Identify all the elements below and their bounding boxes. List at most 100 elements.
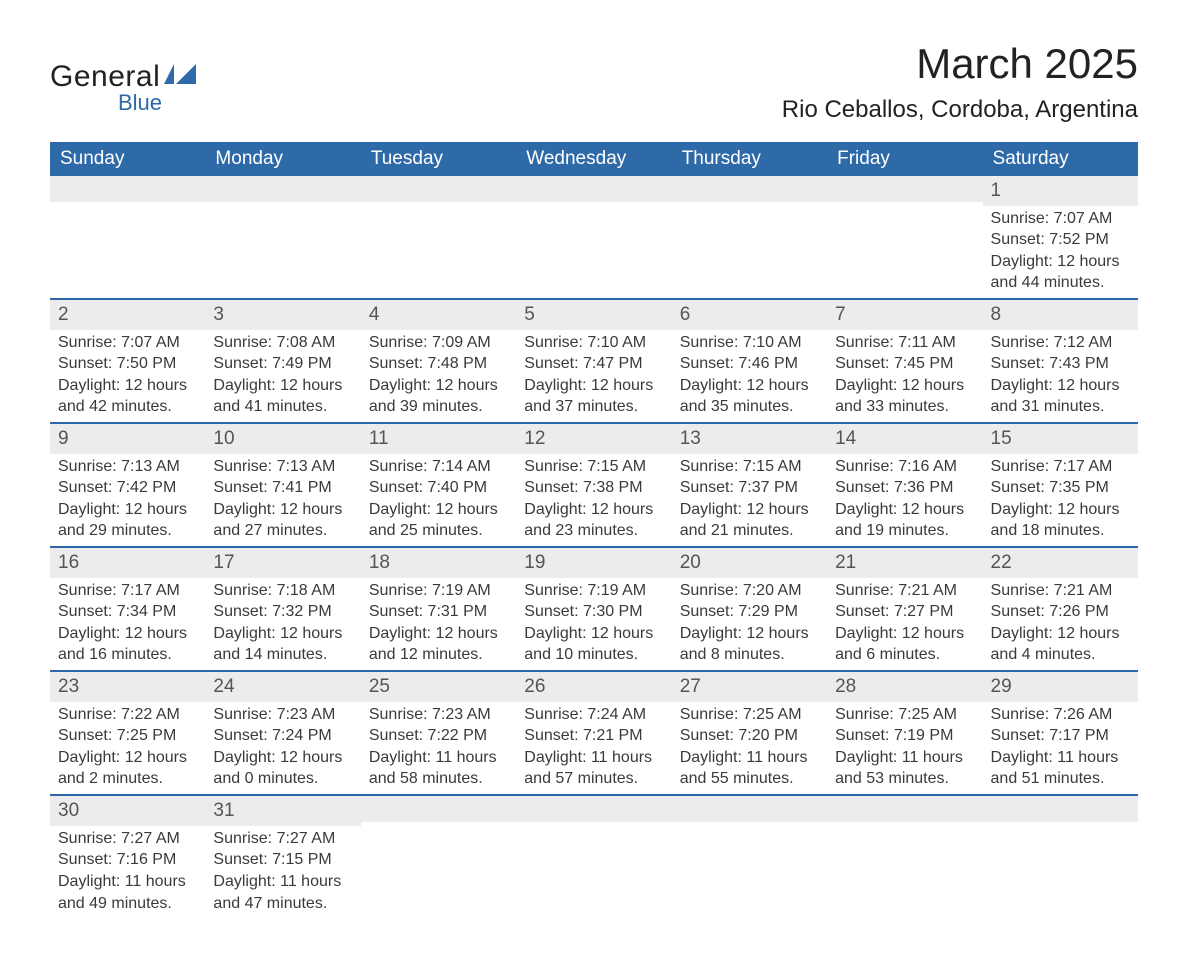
day-sunrise: Sunrise: 7:16 AM	[835, 456, 974, 478]
calendar-week-row: 1Sunrise: 7:07 AMSunset: 7:52 PMDaylight…	[50, 176, 1138, 299]
calendar-day-cell: 10Sunrise: 7:13 AMSunset: 7:41 PMDayligh…	[205, 423, 360, 547]
calendar-day-cell: 25Sunrise: 7:23 AMSunset: 7:22 PMDayligh…	[361, 671, 516, 795]
day-daylight1: Daylight: 12 hours	[58, 499, 197, 521]
day-number	[50, 176, 205, 202]
day-number: 10	[205, 424, 360, 454]
month-title: March 2025	[782, 40, 1138, 88]
day-number	[983, 796, 1138, 822]
calendar-day-cell: 22Sunrise: 7:21 AMSunset: 7:26 PMDayligh…	[983, 547, 1138, 671]
day-data	[827, 822, 982, 902]
day-data: Sunrise: 7:21 AMSunset: 7:26 PMDaylight:…	[983, 578, 1138, 670]
day-daylight2: and 29 minutes.	[58, 520, 197, 542]
calendar-day-cell: 1Sunrise: 7:07 AMSunset: 7:52 PMDaylight…	[983, 176, 1138, 299]
calendar-day-cell	[361, 176, 516, 299]
day-data: Sunrise: 7:20 AMSunset: 7:29 PMDaylight:…	[672, 578, 827, 670]
day-data	[50, 202, 205, 282]
day-daylight1: Daylight: 12 hours	[680, 375, 819, 397]
day-number: 24	[205, 672, 360, 702]
day-number: 15	[983, 424, 1138, 454]
day-number	[672, 176, 827, 202]
day-data: Sunrise: 7:18 AMSunset: 7:32 PMDaylight:…	[205, 578, 360, 670]
day-data	[672, 202, 827, 282]
day-data: Sunrise: 7:10 AMSunset: 7:47 PMDaylight:…	[516, 330, 671, 422]
day-sunset: Sunset: 7:17 PM	[991, 725, 1130, 747]
day-daylight2: and 10 minutes.	[524, 644, 663, 666]
day-sunset: Sunset: 7:22 PM	[369, 725, 508, 747]
day-sunrise: Sunrise: 7:22 AM	[58, 704, 197, 726]
day-daylight2: and 2 minutes.	[58, 768, 197, 790]
day-sunset: Sunset: 7:20 PM	[680, 725, 819, 747]
day-daylight1: Daylight: 12 hours	[680, 623, 819, 645]
day-data	[361, 822, 516, 902]
day-number: 12	[516, 424, 671, 454]
day-number: 14	[827, 424, 982, 454]
day-daylight1: Daylight: 12 hours	[524, 499, 663, 521]
day-sunset: Sunset: 7:52 PM	[991, 229, 1130, 251]
calendar-day-cell	[516, 176, 671, 299]
day-daylight1: Daylight: 12 hours	[213, 375, 352, 397]
day-data: Sunrise: 7:21 AMSunset: 7:27 PMDaylight:…	[827, 578, 982, 670]
calendar-day-cell: 6Sunrise: 7:10 AMSunset: 7:46 PMDaylight…	[672, 299, 827, 423]
day-data: Sunrise: 7:19 AMSunset: 7:31 PMDaylight:…	[361, 578, 516, 670]
day-daylight2: and 27 minutes.	[213, 520, 352, 542]
calendar-day-cell: 9Sunrise: 7:13 AMSunset: 7:42 PMDaylight…	[50, 423, 205, 547]
day-number: 8	[983, 300, 1138, 330]
logo-word2: Blue	[118, 90, 162, 116]
calendar-week-row: 9Sunrise: 7:13 AMSunset: 7:42 PMDaylight…	[50, 423, 1138, 547]
day-sunrise: Sunrise: 7:07 AM	[58, 332, 197, 354]
day-sunrise: Sunrise: 7:21 AM	[835, 580, 974, 602]
day-data: Sunrise: 7:12 AMSunset: 7:43 PMDaylight:…	[983, 330, 1138, 422]
page-header: General Blue March 2025 Rio Ceballos, Co…	[50, 40, 1138, 124]
day-data: Sunrise: 7:19 AMSunset: 7:30 PMDaylight:…	[516, 578, 671, 670]
day-daylight1: Daylight: 12 hours	[58, 747, 197, 769]
day-sunset: Sunset: 7:35 PM	[991, 477, 1130, 499]
calendar-day-cell: 11Sunrise: 7:14 AMSunset: 7:40 PMDayligh…	[361, 423, 516, 547]
day-sunrise: Sunrise: 7:23 AM	[213, 704, 352, 726]
day-sunrise: Sunrise: 7:10 AM	[524, 332, 663, 354]
day-data: Sunrise: 7:11 AMSunset: 7:45 PMDaylight:…	[827, 330, 982, 422]
day-sunrise: Sunrise: 7:13 AM	[58, 456, 197, 478]
day-sunrise: Sunrise: 7:15 AM	[680, 456, 819, 478]
day-daylight1: Daylight: 11 hours	[369, 747, 508, 769]
day-sunset: Sunset: 7:24 PM	[213, 725, 352, 747]
day-number: 2	[50, 300, 205, 330]
title-block: March 2025 Rio Ceballos, Cordoba, Argent…	[782, 40, 1138, 124]
logo-flag-icon	[164, 60, 198, 94]
day-sunrise: Sunrise: 7:23 AM	[369, 704, 508, 726]
logo-line1: General	[50, 60, 198, 94]
day-data: Sunrise: 7:08 AMSunset: 7:49 PMDaylight:…	[205, 330, 360, 422]
calendar-day-cell: 27Sunrise: 7:25 AMSunset: 7:20 PMDayligh…	[672, 671, 827, 795]
day-data: Sunrise: 7:14 AMSunset: 7:40 PMDaylight:…	[361, 454, 516, 546]
weekday-header: Wednesday	[516, 142, 671, 176]
day-sunset: Sunset: 7:40 PM	[369, 477, 508, 499]
day-data: Sunrise: 7:27 AMSunset: 7:16 PMDaylight:…	[50, 826, 205, 918]
day-sunrise: Sunrise: 7:27 AM	[213, 828, 352, 850]
calendar-day-cell	[827, 795, 982, 918]
calendar-day-cell	[205, 176, 360, 299]
calendar-day-cell	[827, 176, 982, 299]
day-daylight1: Daylight: 11 hours	[680, 747, 819, 769]
day-sunrise: Sunrise: 7:15 AM	[524, 456, 663, 478]
day-data	[361, 202, 516, 282]
calendar-week-row: 16Sunrise: 7:17 AMSunset: 7:34 PMDayligh…	[50, 547, 1138, 671]
day-number: 16	[50, 548, 205, 578]
day-sunset: Sunset: 7:27 PM	[835, 601, 974, 623]
calendar-day-cell: 14Sunrise: 7:16 AMSunset: 7:36 PMDayligh…	[827, 423, 982, 547]
day-daylight2: and 37 minutes.	[524, 396, 663, 418]
calendar-day-cell: 13Sunrise: 7:15 AMSunset: 7:37 PMDayligh…	[672, 423, 827, 547]
calendar-day-cell: 17Sunrise: 7:18 AMSunset: 7:32 PMDayligh…	[205, 547, 360, 671]
day-number: 20	[672, 548, 827, 578]
day-daylight1: Daylight: 12 hours	[835, 499, 974, 521]
weekday-header: Thursday	[672, 142, 827, 176]
day-number: 5	[516, 300, 671, 330]
day-sunrise: Sunrise: 7:24 AM	[524, 704, 663, 726]
weekday-header: Saturday	[983, 142, 1138, 176]
day-daylight2: and 57 minutes.	[524, 768, 663, 790]
day-data: Sunrise: 7:27 AMSunset: 7:15 PMDaylight:…	[205, 826, 360, 918]
weekday-header: Tuesday	[361, 142, 516, 176]
day-sunrise: Sunrise: 7:09 AM	[369, 332, 508, 354]
calendar-day-cell: 29Sunrise: 7:26 AMSunset: 7:17 PMDayligh…	[983, 671, 1138, 795]
day-sunset: Sunset: 7:31 PM	[369, 601, 508, 623]
day-sunset: Sunset: 7:48 PM	[369, 353, 508, 375]
day-daylight2: and 58 minutes.	[369, 768, 508, 790]
